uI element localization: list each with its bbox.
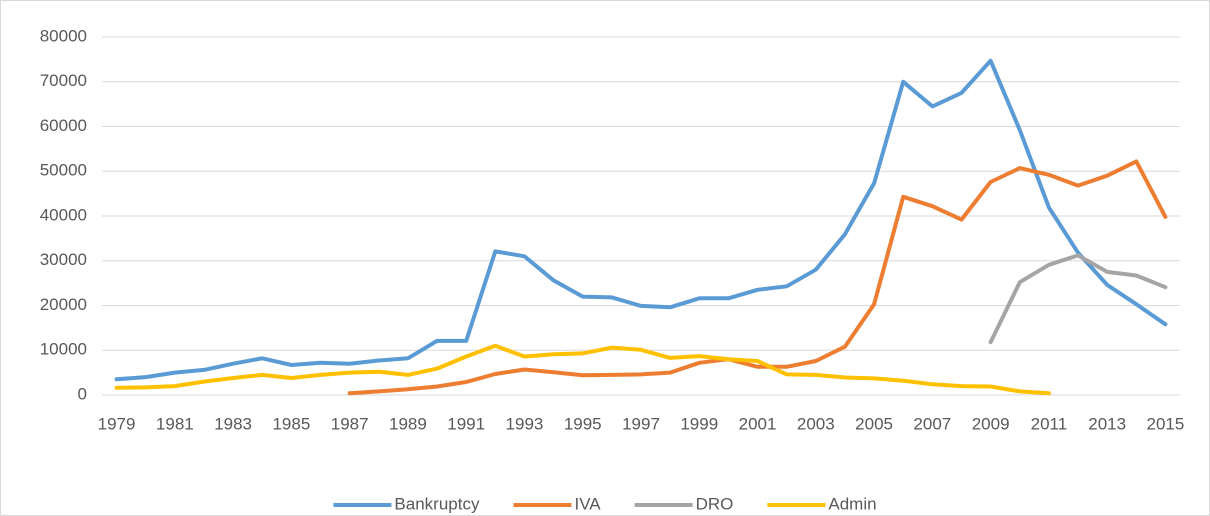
x-tick-label: 1989	[389, 414, 427, 433]
x-tick-label: 1999	[680, 414, 718, 433]
series-line	[988, 253, 1168, 345]
legend-label: Bankruptcy	[394, 494, 480, 513]
y-tick-label: 80000	[40, 26, 87, 45]
x-tick-label: 1979	[98, 414, 136, 433]
x-tick-label: 2013	[1088, 414, 1126, 433]
x-tick-label: 2015	[1147, 414, 1185, 433]
y-tick-label: 0	[78, 384, 87, 403]
y-tick-label: 20000	[40, 295, 87, 314]
y-tick-label: 10000	[40, 340, 87, 359]
x-tick-label: 2005	[855, 414, 893, 433]
x-tick-label: 1981	[156, 414, 194, 433]
series-line	[114, 343, 1051, 396]
x-tick-label: 2003	[797, 414, 835, 433]
y-tick-label: 50000	[40, 161, 87, 180]
x-tick-label: 2011	[1031, 414, 1068, 433]
x-tick-label: 1991	[447, 414, 485, 433]
y-tick-label: 60000	[40, 116, 87, 135]
y-tick-label: 40000	[40, 205, 87, 224]
x-tick-label: 1983	[214, 414, 252, 433]
x-tick-label: 1993	[506, 414, 544, 433]
series-line	[347, 159, 1168, 396]
x-tick-label: 2001	[739, 414, 777, 433]
x-tick-label: 1995	[564, 414, 602, 433]
x-tick-label: 2007	[913, 414, 951, 433]
x-tick-label: 2009	[972, 414, 1010, 433]
x-tick-label: 1985	[272, 414, 310, 433]
y-tick-label: 30000	[40, 250, 87, 269]
legend-label: IVA	[574, 494, 601, 513]
legend-label: DRO	[696, 494, 734, 513]
y-tick-label: 70000	[40, 71, 87, 90]
legend-label: Admin	[828, 494, 876, 513]
x-tick-label: 1987	[331, 414, 369, 433]
series-line	[114, 58, 1168, 382]
x-tick-label: 1997	[622, 414, 660, 433]
